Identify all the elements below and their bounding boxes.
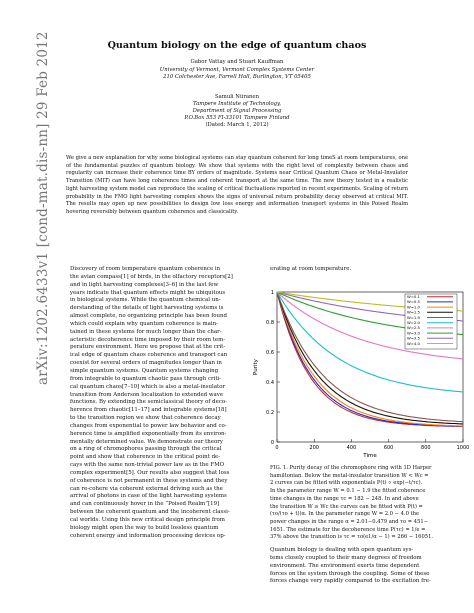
series-line	[276, 291, 463, 425]
caption-line: hamiltonian. Below the metal-insulator t…	[270, 472, 429, 479]
author-2: Samuli Niiranen	[215, 94, 259, 100]
x-tick-label: 800	[421, 445, 431, 451]
legend-label: W=2.5	[407, 325, 421, 330]
x-tick-label: 600	[384, 445, 394, 451]
left-column-line: cal worlds. Using this new critical desi…	[70, 517, 225, 523]
left-column-line: perature environment. Here we propose th…	[70, 344, 226, 351]
left-column-line: ical edge of quantum chaos coherence and…	[70, 352, 228, 359]
caption-line: 37% above the transition is τc = τo(e1/α…	[270, 534, 434, 541]
caption-line: 2 curves can be fitted with exponentials…	[270, 480, 423, 487]
left-column-line: simple quantum systems. Quantum systems …	[70, 367, 219, 374]
legend-label: W=2.0	[407, 320, 421, 325]
left-column-line: can re-cohere via coherent external driv…	[70, 485, 223, 492]
left-column-line: years indicate that quantum effects migh…	[70, 289, 226, 296]
y-tick-label: 0.4	[266, 380, 274, 386]
caption-line: the transition W ≥ Wc the curves can be …	[270, 503, 423, 510]
x-axis-label: Time	[362, 453, 377, 459]
paper-title: Quantum biology on the edge of quantum c…	[107, 40, 367, 51]
left-column-line: transition from Anderson localization to…	[70, 391, 224, 398]
series-line	[276, 291, 464, 360]
x-tick-label: 1000	[457, 445, 470, 451]
left-column-line: biology might open the way to build loss…	[70, 524, 219, 531]
x-tick-label: 200	[309, 445, 319, 451]
right-column-top: erating at room temperature.	[270, 266, 352, 272]
left-column-line: almost complete, no organizing principle…	[70, 313, 227, 320]
authors-line: Gabor Vattay and Stuart Kauffman	[190, 59, 284, 65]
right-column-bottom: Quantum biology is dealing with open qua…	[270, 547, 459, 586]
legend-label: W=3.0	[407, 330, 421, 335]
legend-label: W=3.5	[407, 336, 421, 341]
left-column-line: arrival of photons in case of the light …	[70, 493, 227, 500]
right-column-line: tems closely coupled to their many degre…	[270, 554, 422, 561]
left-column-line: tained in these systems for much longer …	[70, 328, 222, 335]
legend-label: W=1.0	[407, 304, 421, 309]
left-column-line: which could explain why quantum coherenc…	[70, 320, 218, 327]
left-column-line: coherent energy and information processi…	[70, 532, 226, 539]
caption-line: 1651. The estimate for the decoherence t…	[270, 526, 426, 533]
left-column-line: from integrable to quantum chaotic pass …	[70, 375, 222, 382]
left-column-line: functions. By extending the semiclassica…	[70, 399, 228, 406]
x-tick-label: 0	[275, 445, 278, 451]
left-column-line: in biological systems. While the quantum…	[70, 297, 221, 304]
affiliation-1b: 210 Colchester Ave, Farrell Hall, Burlin…	[163, 74, 311, 80]
left-column-line: on a ring of chromophores passing throug…	[70, 446, 222, 453]
arxiv-stamp: arXiv:1202.6433v1 [cond-mat.dis-nn] 29 F…	[35, 31, 51, 385]
left-column-line: derstanding of the details of light harv…	[70, 305, 224, 312]
left-column-line: the avian compass[1] of birds, in the ol…	[70, 273, 233, 280]
left-column-line: complex experiment[5]. Our results also …	[70, 469, 230, 476]
left-column-line: acteristic decoherence time imposed by t…	[70, 336, 226, 343]
y-tick-label: 0.6	[266, 350, 274, 356]
legend-label: W=0.5	[407, 299, 421, 304]
affiliation-2b: Department of Signal Processing	[192, 108, 282, 114]
y-axis-label: Purity	[253, 358, 259, 375]
left-column-line: herence time is amplified exponentially …	[70, 430, 227, 437]
caption-line: FIG. 1. Purity decay of the chromophore …	[270, 465, 432, 471]
left-column-line: Discovery of room temperature quantum co…	[70, 266, 221, 272]
left-column-line: cays with the same non-trivial power law…	[70, 462, 225, 469]
caption-line: In the parameter range W = 0.1 − 1.9 the…	[270, 488, 426, 495]
y-tick-label: 0	[271, 440, 274, 446]
left-column-line: herence from chaotic[11–17] and integrab…	[70, 407, 227, 414]
left-column-line: coexist for several orders of magnitudes…	[70, 360, 222, 367]
y-tick-label: 0.2	[266, 410, 274, 416]
abstract: We give a new explanation for why some b…	[66, 155, 409, 215]
left-column-line: between the coherent quantum and the inc…	[70, 509, 230, 516]
series-line	[276, 291, 464, 393]
legend-label: W=4.0	[407, 341, 421, 346]
left-column-line: cal quantum chaos[7–10] which is also a …	[70, 383, 226, 390]
right-column-line: Quantum biology is dealing with open qua…	[270, 547, 414, 553]
y-tick-label: 1	[271, 290, 274, 296]
caption-line: power changes in the range α = 2.01−0.47…	[270, 518, 429, 525]
affiliation-2a: Tampere Institute of Technology,	[192, 101, 282, 107]
purity-chart: 0 200 400 600 800 1000 0 0.2 0.4 0.6 0.8 1 Time Purit…	[253, 290, 470, 459]
affiliation-2c: P.O.Box 553 FI-33101 Tampere Finland	[184, 115, 290, 121]
right-column-line: forces change very rapidly compared to t…	[270, 578, 431, 585]
x-tick-label: 400	[347, 445, 357, 451]
legend-label: W=1.5	[407, 310, 421, 315]
legend-box	[404, 293, 458, 350]
series-line	[276, 291, 463, 427]
caption-line: time changes in the range τc = 182 − 248…	[270, 495, 419, 502]
plot-frame	[276, 291, 464, 443]
affiliation-1a: University of Vermont, Vermont Complex S…	[159, 67, 315, 73]
right-column-line: forces on the system through the couplin…	[270, 570, 430, 577]
left-column-line: and can continuously hover in the “Poise…	[70, 501, 220, 508]
right-column-line: environment. The environment exerts time…	[270, 562, 420, 569]
series-line	[276, 291, 464, 423]
series-line	[276, 291, 464, 427]
left-column-line: of coherence is not permanent in these s…	[70, 477, 228, 484]
y-tick-label: 0.8	[266, 320, 274, 326]
left-column-line: changes from exponential to power law be…	[70, 422, 227, 429]
left-column-line: mentally determined value. We demonstrat…	[70, 438, 223, 445]
legend-label: W=0.1	[407, 294, 421, 299]
caption-line: (τo/(τo + t))α. In the parameter range W…	[270, 511, 420, 518]
left-column-line: and in light harvesting complexes[3–6] i…	[70, 281, 219, 288]
figure-caption: FIG. 1. Purity decay of the chromophore …	[270, 465, 459, 542]
dated: (Dated: March 1, 2012)	[205, 122, 269, 128]
left-column-line: to the transition region we show that co…	[70, 415, 221, 422]
left-column: Discovery of room temperature quantum co…	[70, 266, 259, 541]
legend-label: W=1.9	[407, 315, 421, 320]
left-column-line: point and show that coherence in the cri…	[70, 454, 221, 461]
